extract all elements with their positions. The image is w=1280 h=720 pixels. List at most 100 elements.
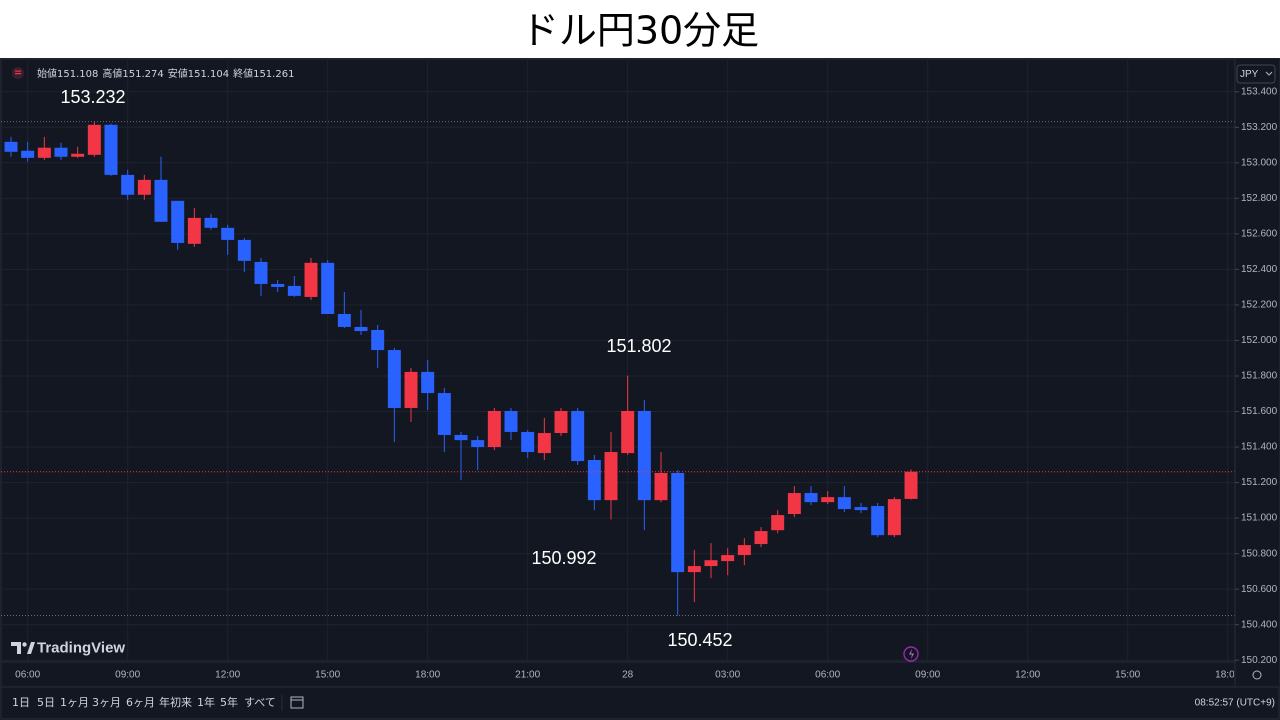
candle-body [587,460,601,501]
candle-body [437,393,451,435]
candle-body [521,431,535,453]
x-tick-label: 15:00 [1115,670,1140,681]
candle-body [554,410,568,434]
range-button[interactable]: すべて [244,696,276,709]
candle-body [887,499,901,536]
toolbar: 1日 5日 1ヶ月 3ヶ月 6ヶ月 年初来 1年 5年 すべて [12,695,276,709]
ohlc-value: 151.108 [57,69,98,80]
candle-body [487,410,501,448]
y-tick-label: 153.000 [1241,157,1278,168]
annotation: 151.802 [606,336,671,356]
ohlc-value: 151.104 [188,69,229,80]
annotation: 150.992 [531,548,596,568]
ohlc-label: 安値 [168,67,188,80]
currency-box[interactable] [1236,64,1276,84]
candle-body [871,506,885,536]
range-button[interactable]: 5年 [220,695,238,709]
candle-body [54,147,68,157]
range-button[interactable]: 1日 [12,696,30,709]
candle-body [787,493,801,515]
y-tick-label: 150.200 [1241,655,1278,666]
price-axis [1235,59,1279,687]
date-range-icon[interactable] [290,696,304,709]
chart-panel [0,58,1280,720]
candle-body [571,410,585,462]
range-button[interactable]: 6ヶ月 [126,696,155,709]
candle-body [654,472,668,501]
y-tick-label: 153.200 [1241,122,1278,133]
candle-body [854,507,868,511]
ohlc-label: 始値 [37,67,57,80]
candle-body [737,545,751,556]
y-tick-label: 153.400 [1241,86,1278,97]
logo-shape [22,642,27,647]
candle-body [254,261,268,284]
event-bolt [909,649,914,659]
range-button[interactable]: 1ヶ月 [60,696,89,709]
candle-body [804,493,818,503]
x-tick-label: 06:00 [815,670,840,681]
candle-body [371,329,385,351]
logo-shape [27,642,35,654]
y-tick-label: 152.200 [1241,300,1278,311]
candle-body [604,452,618,501]
candle-body [271,283,285,287]
candle-body [754,531,768,545]
x-tick-label: 03:00 [715,670,740,681]
ohlc-value: 151.261 [253,69,294,80]
candle-body [321,262,335,314]
candle-body [204,217,218,228]
candle-body [337,313,351,327]
currency: JPY [1240,69,1259,80]
ohlc-label: 終値 [233,67,253,80]
brand: TradingView [37,639,125,656]
dropdown-caret [1265,71,1273,76]
candle-body [187,217,201,244]
menu-icon-bar [15,73,21,75]
y-tick-label: 152.600 [1241,229,1278,240]
range-button[interactable]: 3ヶ月 [92,696,121,709]
candle-body [771,515,785,531]
y-tick-label: 151.800 [1241,371,1278,382]
candle-body [671,472,685,573]
x-tick-label: 18:00 [1215,670,1240,681]
y-tick-label: 152.000 [1241,335,1278,346]
title-bar [0,0,1280,58]
settings-icon[interactable] [1252,670,1262,680]
y-tick-label: 151.200 [1241,477,1278,488]
candle-body [621,410,635,454]
candle-body [104,124,118,175]
clock: 08:52:57 (UTC+9) [1195,698,1275,709]
candle-body [471,440,485,448]
x-tick-label: 21:00 [515,670,540,681]
annotation: 150.452 [667,630,732,650]
x-tick-label: 15:00 [315,670,340,681]
brand-logo [11,642,35,654]
range-button[interactable]: 5日 [37,696,55,709]
range-button[interactable]: 年初来 [159,695,192,709]
logo-shape [11,642,21,654]
x-tick-label: 09:00 [915,670,940,681]
candle-body [904,471,918,499]
candle-body [454,434,468,441]
candle-body [421,371,435,394]
x-tick-label: 12:00 [215,670,240,681]
event-icon[interactable] [903,646,919,662]
range-button[interactable]: 1年 [197,695,215,709]
candle-body [221,227,235,240]
page-title: ドル円30分足 [521,9,759,53]
x-tick-label: 28 [622,670,634,681]
x-tick-label: 18:00 [415,670,440,681]
y-tick-label: 150.400 [1241,619,1278,630]
y-tick-label: 150.600 [1241,584,1278,595]
candle-body [37,147,51,158]
candle-body [87,124,101,155]
y-tick-label: 152.800 [1241,193,1278,204]
candle-body [171,200,185,243]
y-tick-label: 151.400 [1241,442,1278,453]
menu-icon-bar [15,70,21,72]
y-tick-label: 150.800 [1241,548,1278,559]
candle-body [71,153,85,157]
plot [1,121,1235,616]
